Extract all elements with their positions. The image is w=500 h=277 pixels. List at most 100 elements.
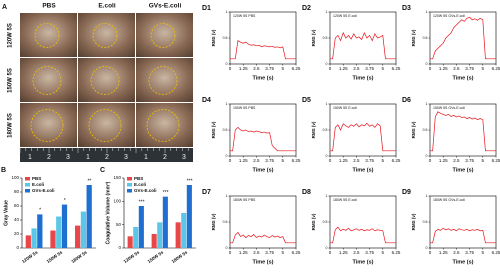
x-tick-label: 1.25 [239, 158, 248, 163]
x-tick-label: 1.25 [339, 158, 348, 163]
y-tick-label: 0 [426, 62, 428, 66]
x-tick-label: 3.75 [365, 66, 374, 71]
lesion-outline [30, 109, 64, 142]
legend-swatch [25, 177, 30, 181]
signal-line [430, 16, 496, 60]
y-tick-label: 20 [14, 231, 20, 236]
y-tick-label: 1 [226, 102, 228, 106]
legend-label: E.coli [32, 182, 44, 187]
signal-line [230, 231, 296, 244]
x-tick-label: 5 [382, 158, 385, 163]
x-tick-label: 2.5 [253, 158, 260, 163]
bar [133, 227, 139, 248]
x-tick-label: 2.5 [453, 66, 460, 71]
panel-label: D4 [202, 97, 211, 104]
y-axis-label: Gray Value [3, 200, 9, 226]
x-axis-label: Time (s) [353, 259, 374, 265]
y-tick-label: 100 [11, 175, 19, 180]
lesion-outline [34, 23, 60, 48]
chart-title: 180W 5S E.coli [333, 198, 357, 202]
x-tick-label: 6.25 [492, 66, 500, 71]
y-tick-label: 0 [426, 246, 428, 250]
ruler-label: 2 [105, 154, 109, 161]
legend-label: E.coli [134, 182, 146, 187]
lesion-outline [90, 66, 120, 95]
signal-line [430, 227, 496, 244]
ruler-label: 3 [66, 154, 70, 161]
y-tick-label: 0 [326, 246, 328, 250]
row-label: 150W 5S [8, 68, 14, 93]
legend-swatch [127, 177, 132, 181]
signal-line [430, 111, 496, 152]
panel-label: D8 [302, 189, 311, 196]
x-tick-label: 3.75 [365, 158, 374, 163]
column-header: PBS [42, 3, 56, 10]
y-tick-label: 0.5 [223, 36, 228, 40]
y-tick-label: 0 [326, 154, 328, 158]
x-axis-label: Time (s) [453, 167, 474, 173]
y-tick-label: 1 [426, 194, 428, 198]
bar [181, 213, 187, 248]
ruler [20, 148, 193, 162]
x-tick-label: 2.5 [353, 66, 360, 71]
bar [25, 235, 31, 248]
bar [86, 185, 92, 248]
significance: *** [187, 178, 193, 184]
bar [50, 230, 56, 248]
bar [37, 214, 43, 248]
tissue-photo [136, 103, 193, 147]
x-axis-label: Time (s) [353, 75, 374, 81]
chart-title: 150W 5S GVs-E.coli [433, 106, 465, 110]
tissue-photo [78, 13, 135, 57]
x-axis-label: Time (s) [253, 167, 274, 173]
chart-title: 180W 5S GVs-E.coli [433, 198, 465, 202]
panel-label: D6 [402, 97, 411, 104]
x-tick-label: 3.75 [265, 250, 274, 255]
y-tick-label: 80 [14, 189, 20, 194]
tissue-photo [20, 58, 77, 102]
y-axis-label: RMS (v) [211, 29, 216, 46]
signal-line [330, 31, 396, 60]
significance: *** [163, 190, 169, 196]
y-tick-label: 1 [326, 102, 328, 106]
x-tick-label: 3.75 [465, 158, 474, 163]
panel-label: C [100, 167, 105, 174]
ruler-label: 3 [124, 154, 128, 161]
x-axis-label: Time (s) [253, 259, 274, 265]
significance: * [64, 198, 66, 204]
x-tick-label: 5 [282, 66, 285, 71]
x-tick-label: 6.25 [392, 66, 401, 71]
legend-swatch [25, 183, 30, 187]
significance: ** [87, 178, 91, 184]
y-axis-label: RMS (v) [411, 121, 416, 138]
y-tick-label: 0.5 [223, 128, 228, 132]
y-axis-label: Coagulative Volume (mm³) [105, 181, 111, 244]
x-tick-label: 0 [229, 158, 232, 163]
signal-line [330, 122, 396, 152]
x-tick-label: 5 [382, 66, 385, 71]
significance: * [39, 208, 41, 214]
panel-label: A [2, 4, 7, 11]
signal-line [230, 40, 296, 60]
ruler-label: 2 [47, 154, 51, 161]
x-tick-label: 0 [329, 158, 332, 163]
x-tick-label: 3.75 [365, 250, 374, 255]
lesion-outline [32, 66, 62, 95]
ruler-label: 1 [144, 154, 148, 161]
x-tick-label: 0 [229, 66, 232, 71]
y-tick-label: 0 [426, 154, 428, 158]
x-tick-label: 2.5 [253, 250, 260, 255]
y-axis-label: RMS (v) [311, 213, 316, 230]
x-tick-label: 6.25 [392, 250, 401, 255]
y-tick-label: 0.5 [423, 220, 428, 224]
x-tick-label: 2.5 [353, 158, 360, 163]
tissue-photo [20, 103, 77, 147]
panel-label: D9 [402, 189, 411, 196]
ruler-label: 1 [86, 154, 90, 161]
bar [31, 228, 37, 248]
y-axis-label: RMS (v) [211, 213, 216, 230]
chart-title: 120W 5S E.coli [333, 14, 357, 18]
y-tick-label: 0.5 [423, 128, 428, 132]
lesion-outline [150, 23, 176, 48]
x-tick-label: 3.75 [465, 66, 474, 71]
